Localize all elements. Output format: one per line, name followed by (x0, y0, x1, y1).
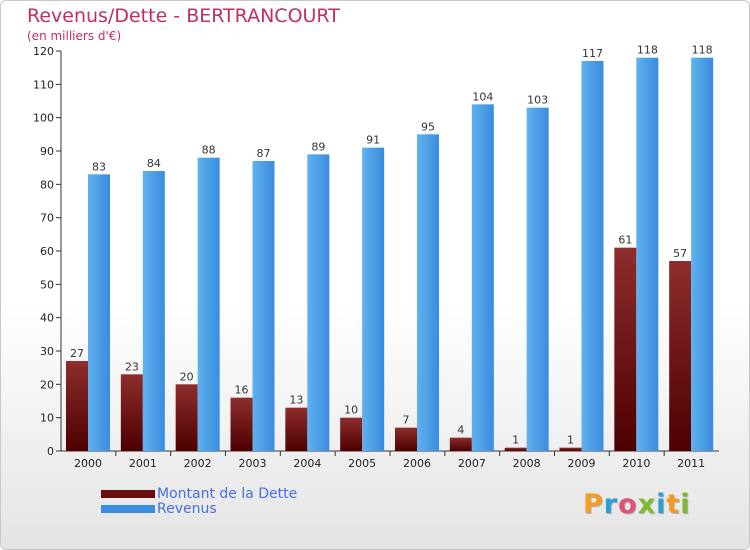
data-label-dette: 20 (180, 370, 194, 383)
bar-revenus (471, 104, 494, 451)
bar-revenus (691, 57, 714, 452)
bar-dette (175, 384, 198, 451)
data-label-dette: 1 (567, 434, 574, 447)
bar-revenus (142, 171, 165, 451)
data-label-dette: 13 (289, 394, 303, 407)
y-tick-label: 60 (40, 245, 54, 258)
x-tick-label: 2003 (239, 457, 267, 470)
legend-swatch-revenus (101, 505, 155, 513)
data-label-dette: 4 (457, 424, 464, 437)
data-label-revenus: 83 (92, 160, 106, 173)
bar-dette (66, 361, 88, 451)
bar-revenus (197, 157, 220, 451)
x-tick-label: 2009 (568, 457, 596, 470)
data-label-revenus: 118 (637, 44, 658, 57)
logo-letter: r (603, 489, 619, 520)
x-tick-label: 2010 (622, 457, 650, 470)
x-tick-label: 2004 (293, 457, 321, 470)
bar-dette (614, 247, 637, 451)
bar-dette (504, 447, 527, 451)
bar-dette (285, 407, 308, 451)
data-label-revenus: 89 (311, 140, 325, 153)
bar-dette (340, 417, 363, 451)
bar-dette (120, 374, 143, 451)
logo-letter: o (618, 489, 638, 520)
bar-revenus (417, 134, 439, 452)
data-label-dette: 1 (512, 434, 519, 447)
x-tick-label: 2007 (458, 457, 486, 470)
x-tick-label: 2000 (74, 457, 102, 470)
x-tick-label: 2008 (513, 457, 541, 470)
legend-label-dette: Montant de la Dette (157, 486, 298, 502)
x-tick-label: 2006 (403, 457, 431, 470)
bar-dette (449, 437, 472, 451)
bar-revenus (88, 174, 110, 452)
y-tick-label: 70 (40, 212, 54, 225)
y-tick-label: 40 (40, 312, 54, 325)
bar-revenus (362, 147, 385, 451)
bar-revenus (307, 154, 330, 452)
y-tick-label: 90 (40, 145, 54, 158)
y-tick-label: 0 (47, 445, 54, 458)
data-label-revenus: 117 (582, 47, 603, 60)
data-label-revenus: 95 (421, 120, 435, 133)
data-label-revenus: 88 (202, 144, 216, 157)
logo-letter: i (680, 489, 691, 520)
logo-letter: i (656, 489, 667, 520)
y-tick-label: 20 (40, 378, 54, 391)
y-tick-label: 100 (33, 112, 54, 125)
y-tick-label: 80 (40, 178, 54, 191)
y-tick-label: 110 (33, 78, 54, 91)
data-label-dette: 10 (344, 404, 358, 417)
y-tick-label: 30 (40, 345, 54, 358)
logo-letter: P (583, 489, 604, 520)
logo-letter: x (637, 489, 657, 520)
legend-label-revenus: Revenus (157, 501, 217, 517)
data-label-dette: 16 (235, 384, 249, 397)
x-tick-label: 2011 (677, 457, 705, 470)
data-label-revenus: 104 (472, 90, 493, 103)
data-label-dette: 23 (125, 360, 139, 373)
data-label-dette: 57 (673, 247, 687, 260)
chart-bars: 27 83 23 84 20 88 16 87 13 89 10 91 7 95 4 104 1 103 1 117 6… (66, 44, 714, 452)
data-label-dette: 27 (70, 347, 84, 360)
data-label-revenus: 91 (366, 134, 380, 147)
data-label-dette: 7 (403, 414, 410, 427)
data-label-dette: 61 (618, 234, 632, 247)
x-tick-label: 2002 (184, 457, 212, 470)
logo-letter: t (666, 489, 681, 520)
bar-dette (669, 261, 692, 451)
y-tick-label: 50 (40, 278, 54, 291)
bar-dette (395, 427, 417, 451)
data-label-revenus: 118 (692, 44, 713, 57)
bar-revenus (526, 107, 549, 452)
bar-revenus (252, 161, 275, 451)
proxiti-logo: Proxiti (583, 489, 691, 520)
y-tick-label: 120 (33, 45, 54, 58)
bar-dette (559, 447, 582, 451)
data-label-revenus: 87 (257, 147, 271, 160)
chart-title: Revenus/Dette - BERTRANCOURT (27, 5, 340, 27)
bar-dette (230, 397, 253, 451)
bar-revenus (581, 61, 604, 451)
x-tick-label: 2005 (348, 457, 376, 470)
x-tick-label: 2001 (129, 457, 157, 470)
data-label-revenus: 84 (147, 157, 161, 170)
bar-revenus (636, 57, 659, 452)
chart-subtitle: (en milliers d'€) (27, 29, 122, 43)
data-label-revenus: 103 (527, 94, 548, 107)
y-tick-label: 10 (40, 412, 54, 425)
legend-swatch-dette (101, 490, 155, 498)
